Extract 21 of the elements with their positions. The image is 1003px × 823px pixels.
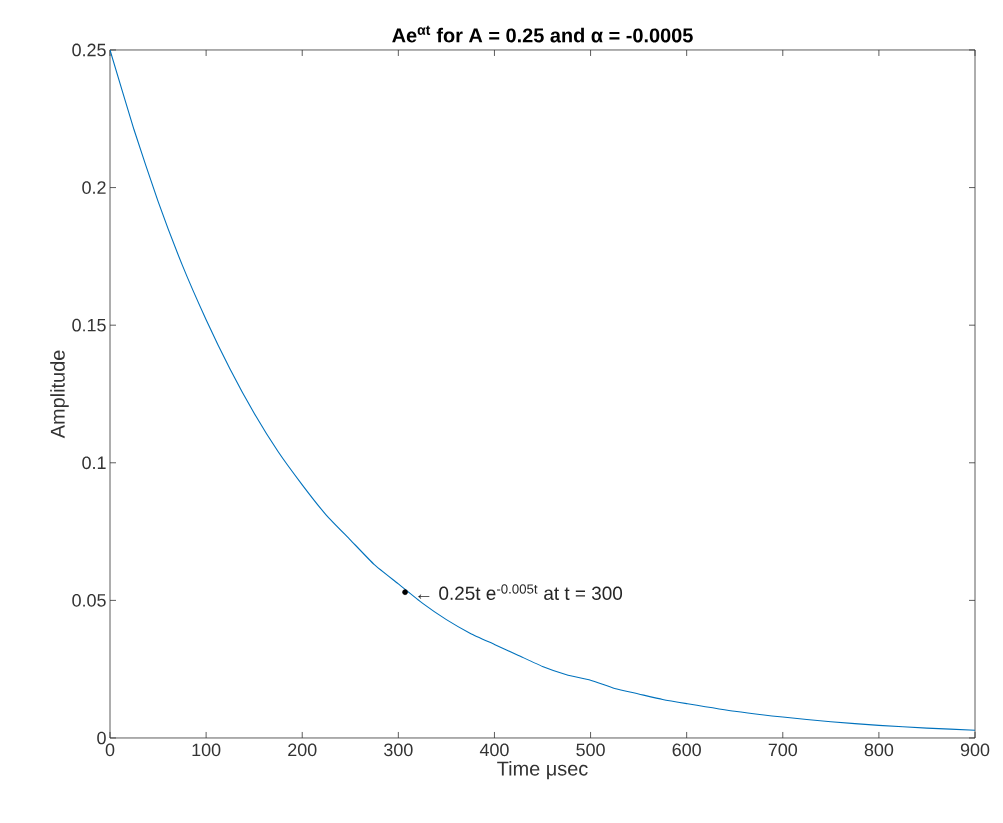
y-tick-label: 0.1 — [82, 456, 106, 470]
annotation: ← 0.25t e$^{-0.005t}$ at t = 300 — [418, 584, 623, 600]
x-axis-title: Time μsec — [497, 761, 588, 780]
y-tick-label: 0.2 — [82, 181, 106, 194]
y-tick-label: 0.05 — [72, 594, 106, 607]
x-tick-label: 800 — [864, 743, 894, 757]
x-tick-label: 100 — [192, 743, 221, 757]
y-axis-title: Amplitude — [50, 350, 69, 439]
chart-title: Ae$^{αt}$ for A = 0.25 and α = -0.0005 — [392, 25, 693, 43]
x-tick-label: 0 — [105, 743, 115, 757]
x-tick-label: 500 — [576, 743, 605, 757]
line-series — [110, 49, 976, 731]
y-tick-label: 0 — [97, 731, 106, 745]
y-tick-label: 0.25 — [72, 43, 106, 57]
x-tick-label: 300 — [384, 743, 413, 757]
x-tick-label: 700 — [768, 743, 798, 757]
x-tick-label: 600 — [672, 743, 701, 757]
y-tick-label: 0.15 — [72, 318, 106, 332]
x-tick-label: 200 — [288, 743, 317, 757]
x-tick-label: 900 — [960, 743, 990, 757]
x-tick-label: 400 — [479, 743, 509, 757]
